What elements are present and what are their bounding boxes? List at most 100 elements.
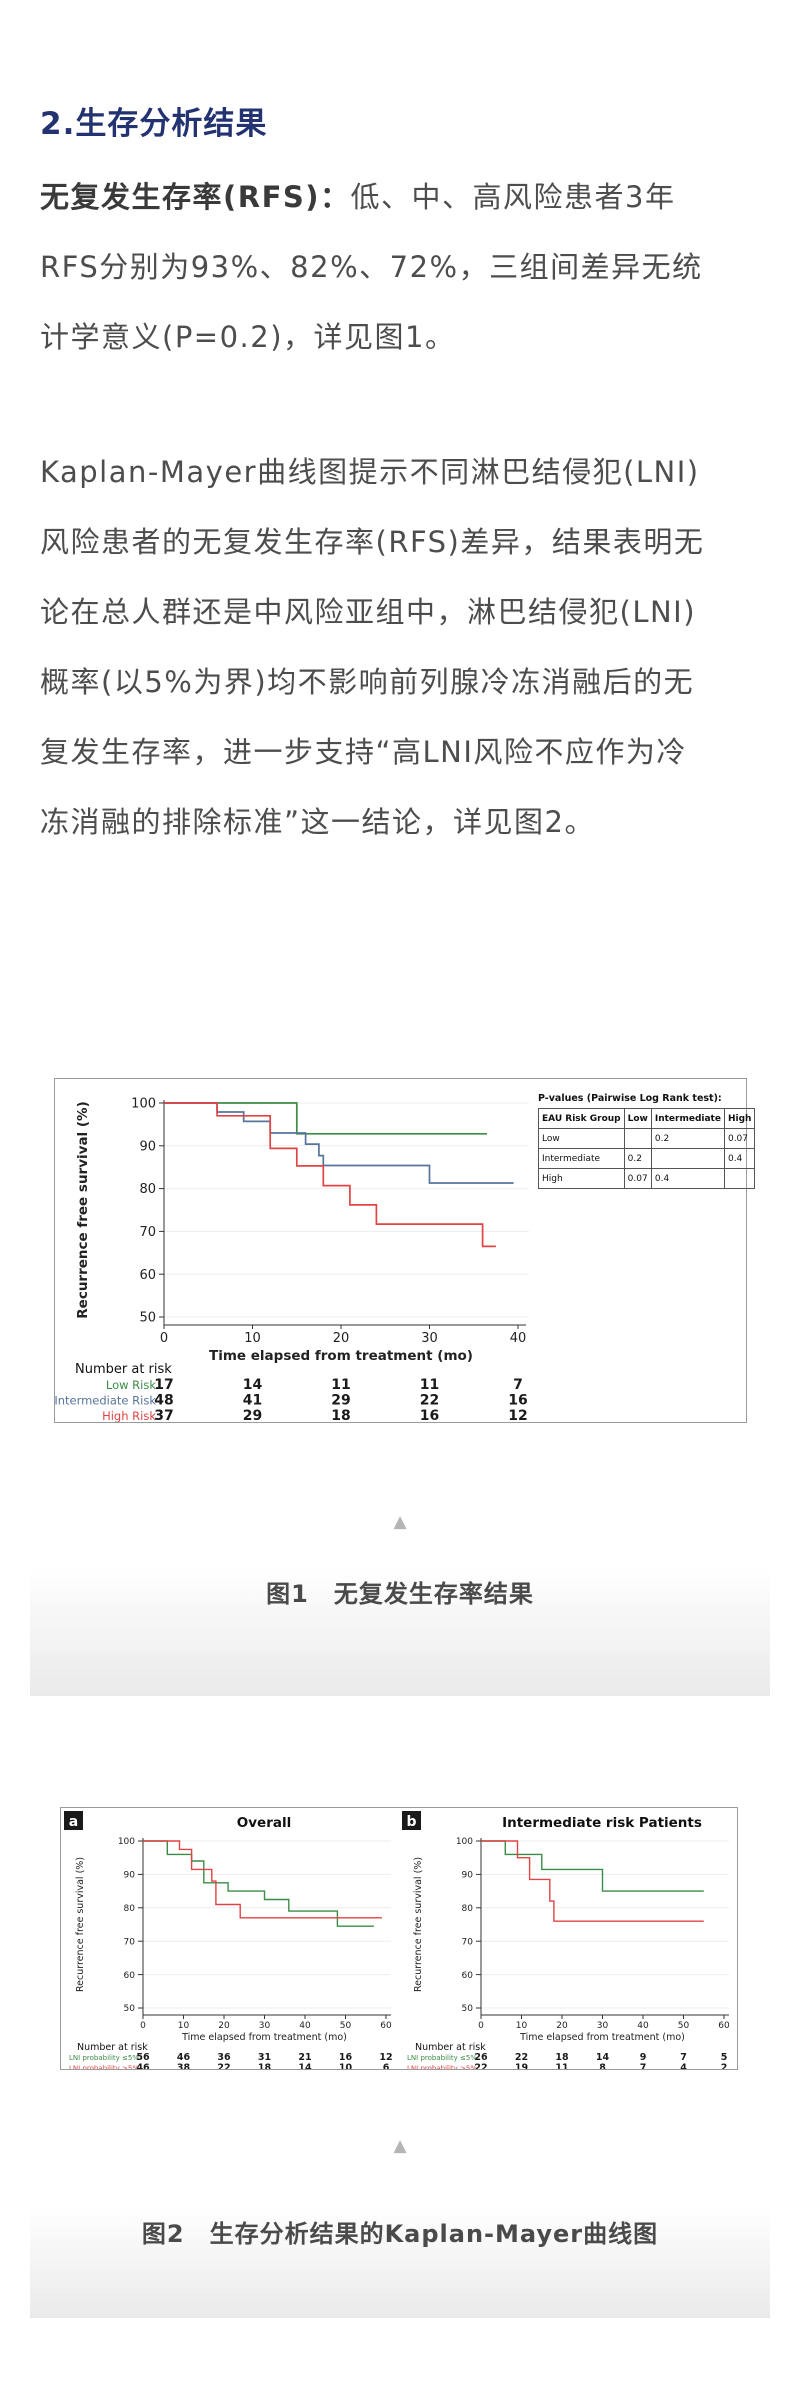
svg-text:7: 7 [640, 2063, 647, 2070]
svg-text:22: 22 [420, 1393, 439, 1409]
text-line: 论在总人群还是中风险亚组中，淋巴结侵犯(LNI) [40, 595, 697, 629]
pvalues-row: Intermediate 0.2 0.4 [538, 1148, 756, 1169]
svg-text:Recurrence free survival (%): Recurrence free survival (%) [75, 1857, 86, 1992]
svg-text:50: 50 [124, 2004, 136, 2014]
svg-text:60: 60 [462, 1971, 474, 1981]
svg-text:37: 37 [154, 1408, 173, 1422]
figure2-panel-b: 50 60 70 80 90 100 0 10 20 30 40 50 60 Time elapsed f… [399, 1808, 737, 2069]
svg-text:0: 0 [478, 2021, 484, 2031]
svg-text:80: 80 [124, 1904, 136, 1914]
km-series [164, 1102, 514, 1184]
svg-text:90: 90 [139, 1139, 156, 1154]
svg-text:41: 41 [243, 1393, 262, 1409]
svg-text:60: 60 [124, 1971, 136, 1981]
svg-text:46: 46 [136, 2063, 150, 2070]
svg-text:18: 18 [555, 2052, 569, 2063]
svg-text:80: 80 [139, 1182, 156, 1197]
figure2-caption: 图2 生存分析结果的Kaplan-Mayer曲线图 [141, 2220, 659, 2248]
svg-text:7: 7 [513, 1377, 523, 1393]
figure2-panel-a: 50 60 70 80 90 100 0 10 20 30 40 50 60 Time elapsed f… [61, 1808, 399, 2069]
svg-text:21: 21 [298, 2052, 311, 2063]
pvalues-cell [650, 1148, 725, 1169]
svg-text:20: 20 [556, 2021, 568, 2031]
svg-text:18: 18 [258, 2063, 272, 2070]
svg-text:22: 22 [515, 2052, 528, 2063]
km-series [481, 1840, 704, 1922]
svg-text:11: 11 [331, 1377, 350, 1393]
svg-text:70: 70 [139, 1225, 156, 1240]
svg-text:30: 30 [597, 2021, 609, 2031]
svg-text:14: 14 [596, 2052, 610, 2063]
paragraph-kaplan: Kaplan-Mayer曲线图提示不同淋巴结侵犯(LNI) 风险患者的无复发生存… [40, 437, 772, 857]
paragraph-rfs: 无复发生存率(RFS)：低、中、高风险患者3年 RFS分别为93%、82%、72… [40, 162, 772, 372]
svg-text:60: 60 [718, 2021, 730, 2031]
svg-text:14: 14 [298, 2063, 312, 2070]
text-line: 风险患者的无复发生存率(RFS)差异，结果表明无 [40, 525, 705, 559]
svg-text:Overall: Overall [237, 1815, 291, 1831]
text-line: 计学意义(P=0.2)，详见图1。 [40, 320, 456, 354]
svg-text:50: 50 [462, 2004, 474, 2014]
triangle-glyph: ▲ [393, 1512, 407, 1532]
svg-text:8: 8 [599, 2063, 606, 2070]
pvalues-table: EAU Risk Group Low Intermediate High Low 0.2 0… [538, 1108, 756, 1189]
svg-text:30: 30 [421, 1331, 438, 1346]
svg-text:18: 18 [331, 1408, 350, 1422]
pvalues-col-header: Low [623, 1108, 652, 1129]
svg-text:11: 11 [420, 1377, 439, 1393]
text-line: 冻消融的排除标准”这一结论，详见图2。 [40, 805, 595, 839]
svg-text:b: b [406, 1814, 416, 1830]
svg-text:0: 0 [160, 1331, 168, 1346]
svg-text:31: 31 [258, 2052, 271, 2063]
svg-text:48: 48 [154, 1393, 173, 1409]
svg-text:2: 2 [721, 2063, 728, 2070]
svg-text:Number at risk: Number at risk [415, 2042, 486, 2053]
km-chart-overall: 50 60 70 80 90 100 0 10 20 30 40 50 60 Time elapsed f… [64, 1811, 393, 2070]
svg-text:56: 56 [136, 2052, 150, 2063]
km-chart-intermediate: 50 60 70 80 90 100 0 10 20 30 40 50 60 Time elapsed f… [402, 1811, 730, 2070]
svg-text:Time elapsed from treatment (m: Time elapsed from treatment (mo) [209, 1348, 473, 1364]
svg-text:12: 12 [379, 2052, 392, 2063]
svg-text:22: 22 [217, 2063, 230, 2070]
section-heading: 2.生存分析结果 [40, 106, 268, 142]
svg-text:7: 7 [680, 2052, 687, 2063]
svg-text:10: 10 [178, 2021, 190, 2031]
figure2-km-charts: 50 60 70 80 90 100 0 10 20 30 40 50 60 Time elapsed f… [60, 1807, 738, 2070]
pvalues-cell: 0.4 [723, 1148, 756, 1169]
svg-text:6: 6 [383, 2063, 390, 2070]
svg-text:46: 46 [177, 2052, 191, 2063]
svg-text:40: 40 [299, 2021, 311, 2031]
pvalues-cell: Intermediate [538, 1148, 625, 1169]
pvalues-row: High 0.07 0.4 [538, 1168, 756, 1189]
pvalues-col-header: Intermediate [650, 1108, 725, 1129]
svg-text:40: 40 [637, 2021, 649, 2031]
svg-text:14: 14 [243, 1377, 263, 1393]
pvalues-cell: High [538, 1168, 625, 1189]
svg-text:26: 26 [474, 2052, 488, 2063]
svg-text:16: 16 [420, 1408, 439, 1422]
svg-text:20: 20 [333, 1331, 350, 1346]
svg-text:16: 16 [339, 2052, 353, 2063]
figure1-caption: 图1 无复发生存率结果 [266, 1580, 534, 1608]
pvalues-cell: 0.07 [623, 1168, 652, 1189]
svg-text:60: 60 [139, 1268, 156, 1283]
svg-text:10: 10 [516, 2021, 528, 2031]
svg-text:50: 50 [139, 1311, 156, 1326]
svg-text:19: 19 [515, 2063, 528, 2070]
svg-text:70: 70 [124, 1937, 136, 1947]
pvalues-cell: Low [538, 1128, 625, 1149]
pvalues-cell: 0.2 [623, 1148, 652, 1169]
svg-text:10: 10 [244, 1331, 261, 1346]
pvalues-cell: 0.07 [723, 1128, 756, 1149]
svg-text:30: 30 [259, 2021, 271, 2031]
collapse-arrow-icon: ▲ [0, 1514, 800, 1531]
svg-text:LNI probability ≤5%: LNI probability ≤5% [69, 2054, 139, 2062]
text-line-rest: 低、中、高风险患者3年 [350, 180, 676, 214]
svg-text:Number at risk: Number at risk [75, 1362, 172, 1377]
text-line: RFS分别为93%、82%、72%，三组间差异无统 [40, 250, 703, 284]
svg-text:9: 9 [640, 2052, 647, 2063]
svg-text:50: 50 [340, 2021, 352, 2031]
svg-text:16: 16 [508, 1393, 527, 1409]
svg-text:20: 20 [218, 2021, 230, 2031]
svg-text:0: 0 [140, 2021, 146, 2031]
pvalues-col-header: EAU Risk Group [538, 1108, 625, 1129]
